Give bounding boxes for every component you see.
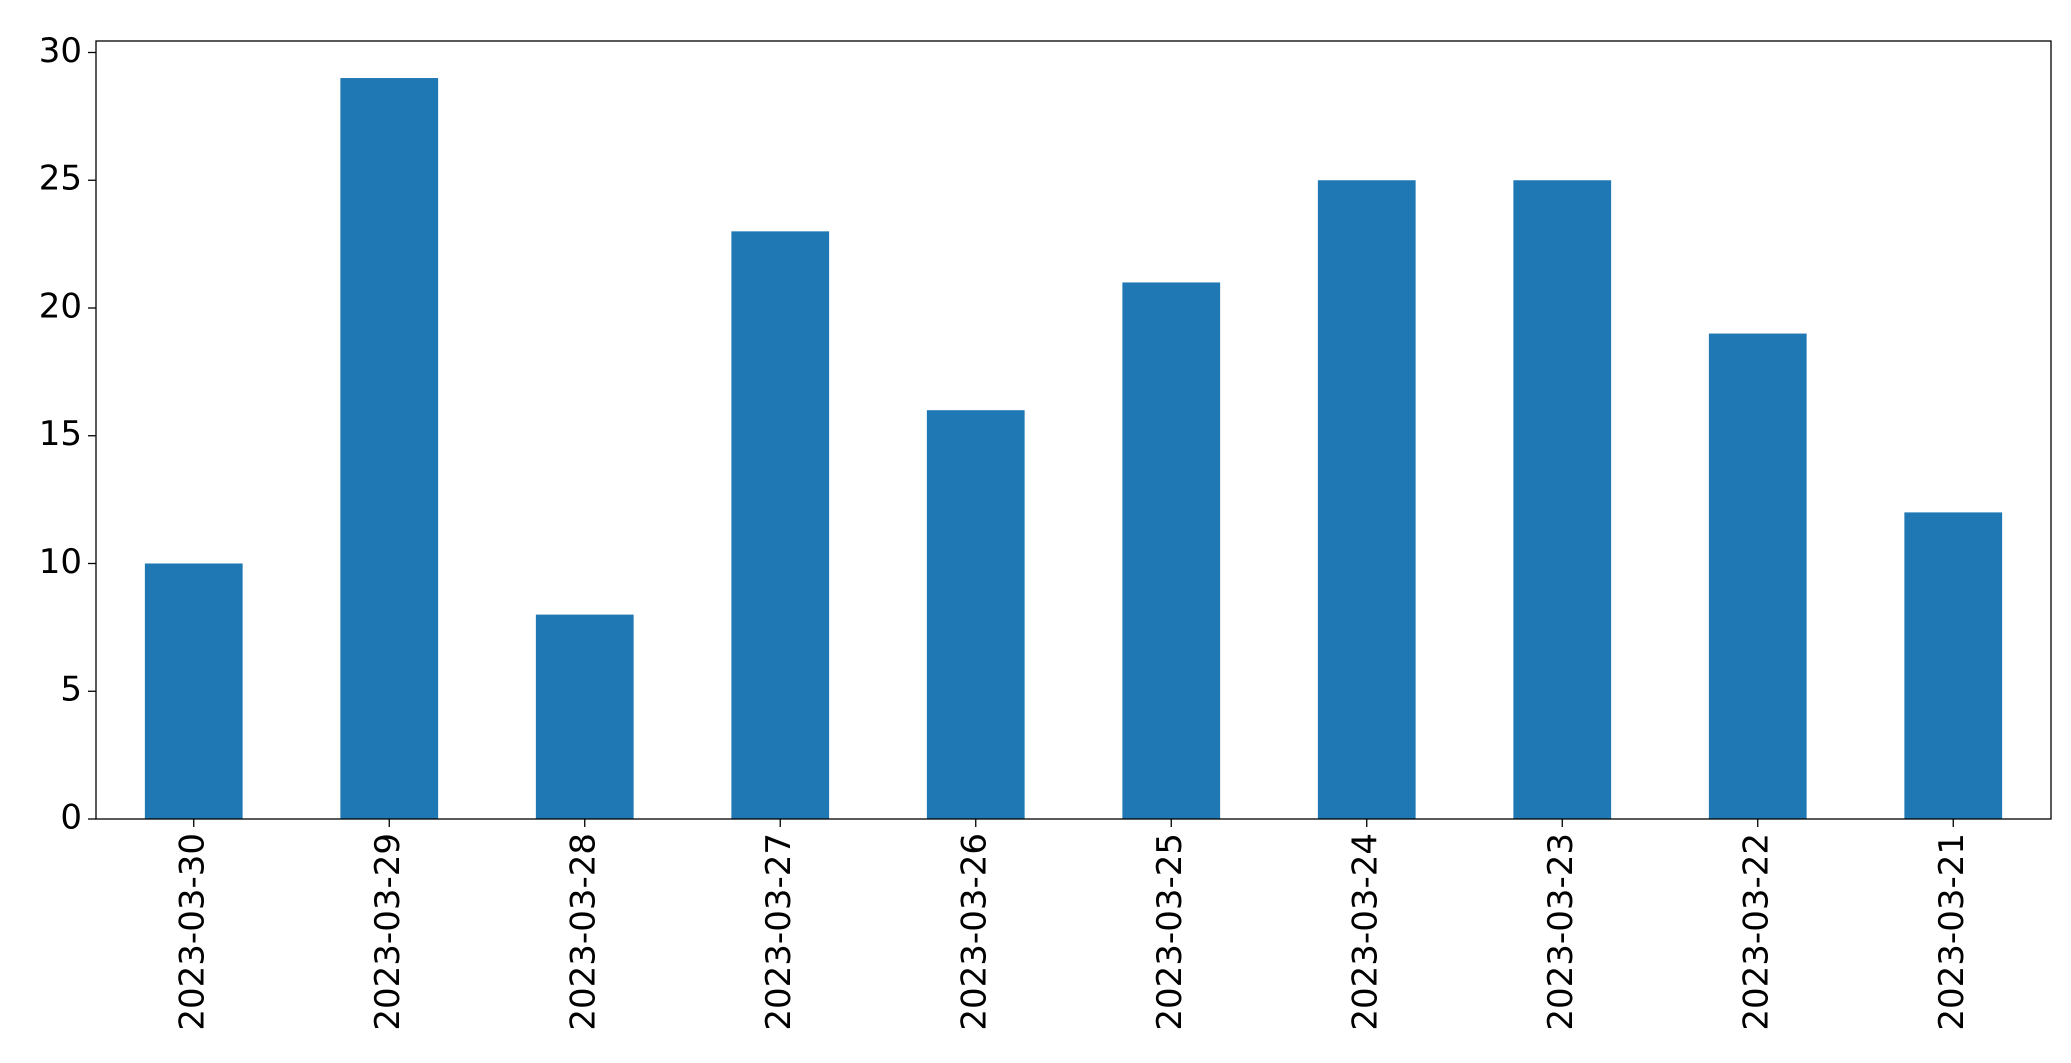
bar (340, 78, 439, 820)
plot-frame (95, 40, 2052, 820)
x-tick-label: 2023-03-29 (368, 833, 408, 1031)
bar (731, 231, 830, 819)
x-tick-label: 2023-03-27 (759, 833, 799, 1031)
y-tick-label: 5 (60, 670, 82, 710)
bar (535, 614, 634, 819)
x-tick-label: 2023-03-22 (1736, 833, 1776, 1031)
bar (1708, 333, 1807, 819)
y-tick-label: 10 (39, 542, 82, 582)
y-tick-label: 30 (39, 31, 82, 71)
bar (1317, 180, 1416, 820)
bar (926, 410, 1025, 819)
x-tick-label: 2023-03-30 (172, 833, 212, 1031)
x-tick-label: 2023-03-25 (1150, 833, 1190, 1031)
bar (1122, 282, 1221, 820)
bar (144, 563, 243, 819)
x-tick-label: 2023-03-24 (1345, 833, 1385, 1031)
y-tick-label: 0 (60, 798, 82, 838)
bar (1513, 180, 1612, 820)
x-tick-label: 2023-03-28 (563, 833, 603, 1031)
x-tick-label: 2023-03-26 (954, 833, 994, 1031)
y-tick-label: 20 (39, 286, 82, 326)
bar (1904, 512, 2003, 819)
x-tick-label: 2023-03-21 (1932, 833, 1972, 1031)
y-tick-label: 25 (39, 159, 82, 199)
y-tick-label: 15 (39, 414, 82, 454)
x-tick-label: 2023-03-23 (1541, 833, 1581, 1031)
